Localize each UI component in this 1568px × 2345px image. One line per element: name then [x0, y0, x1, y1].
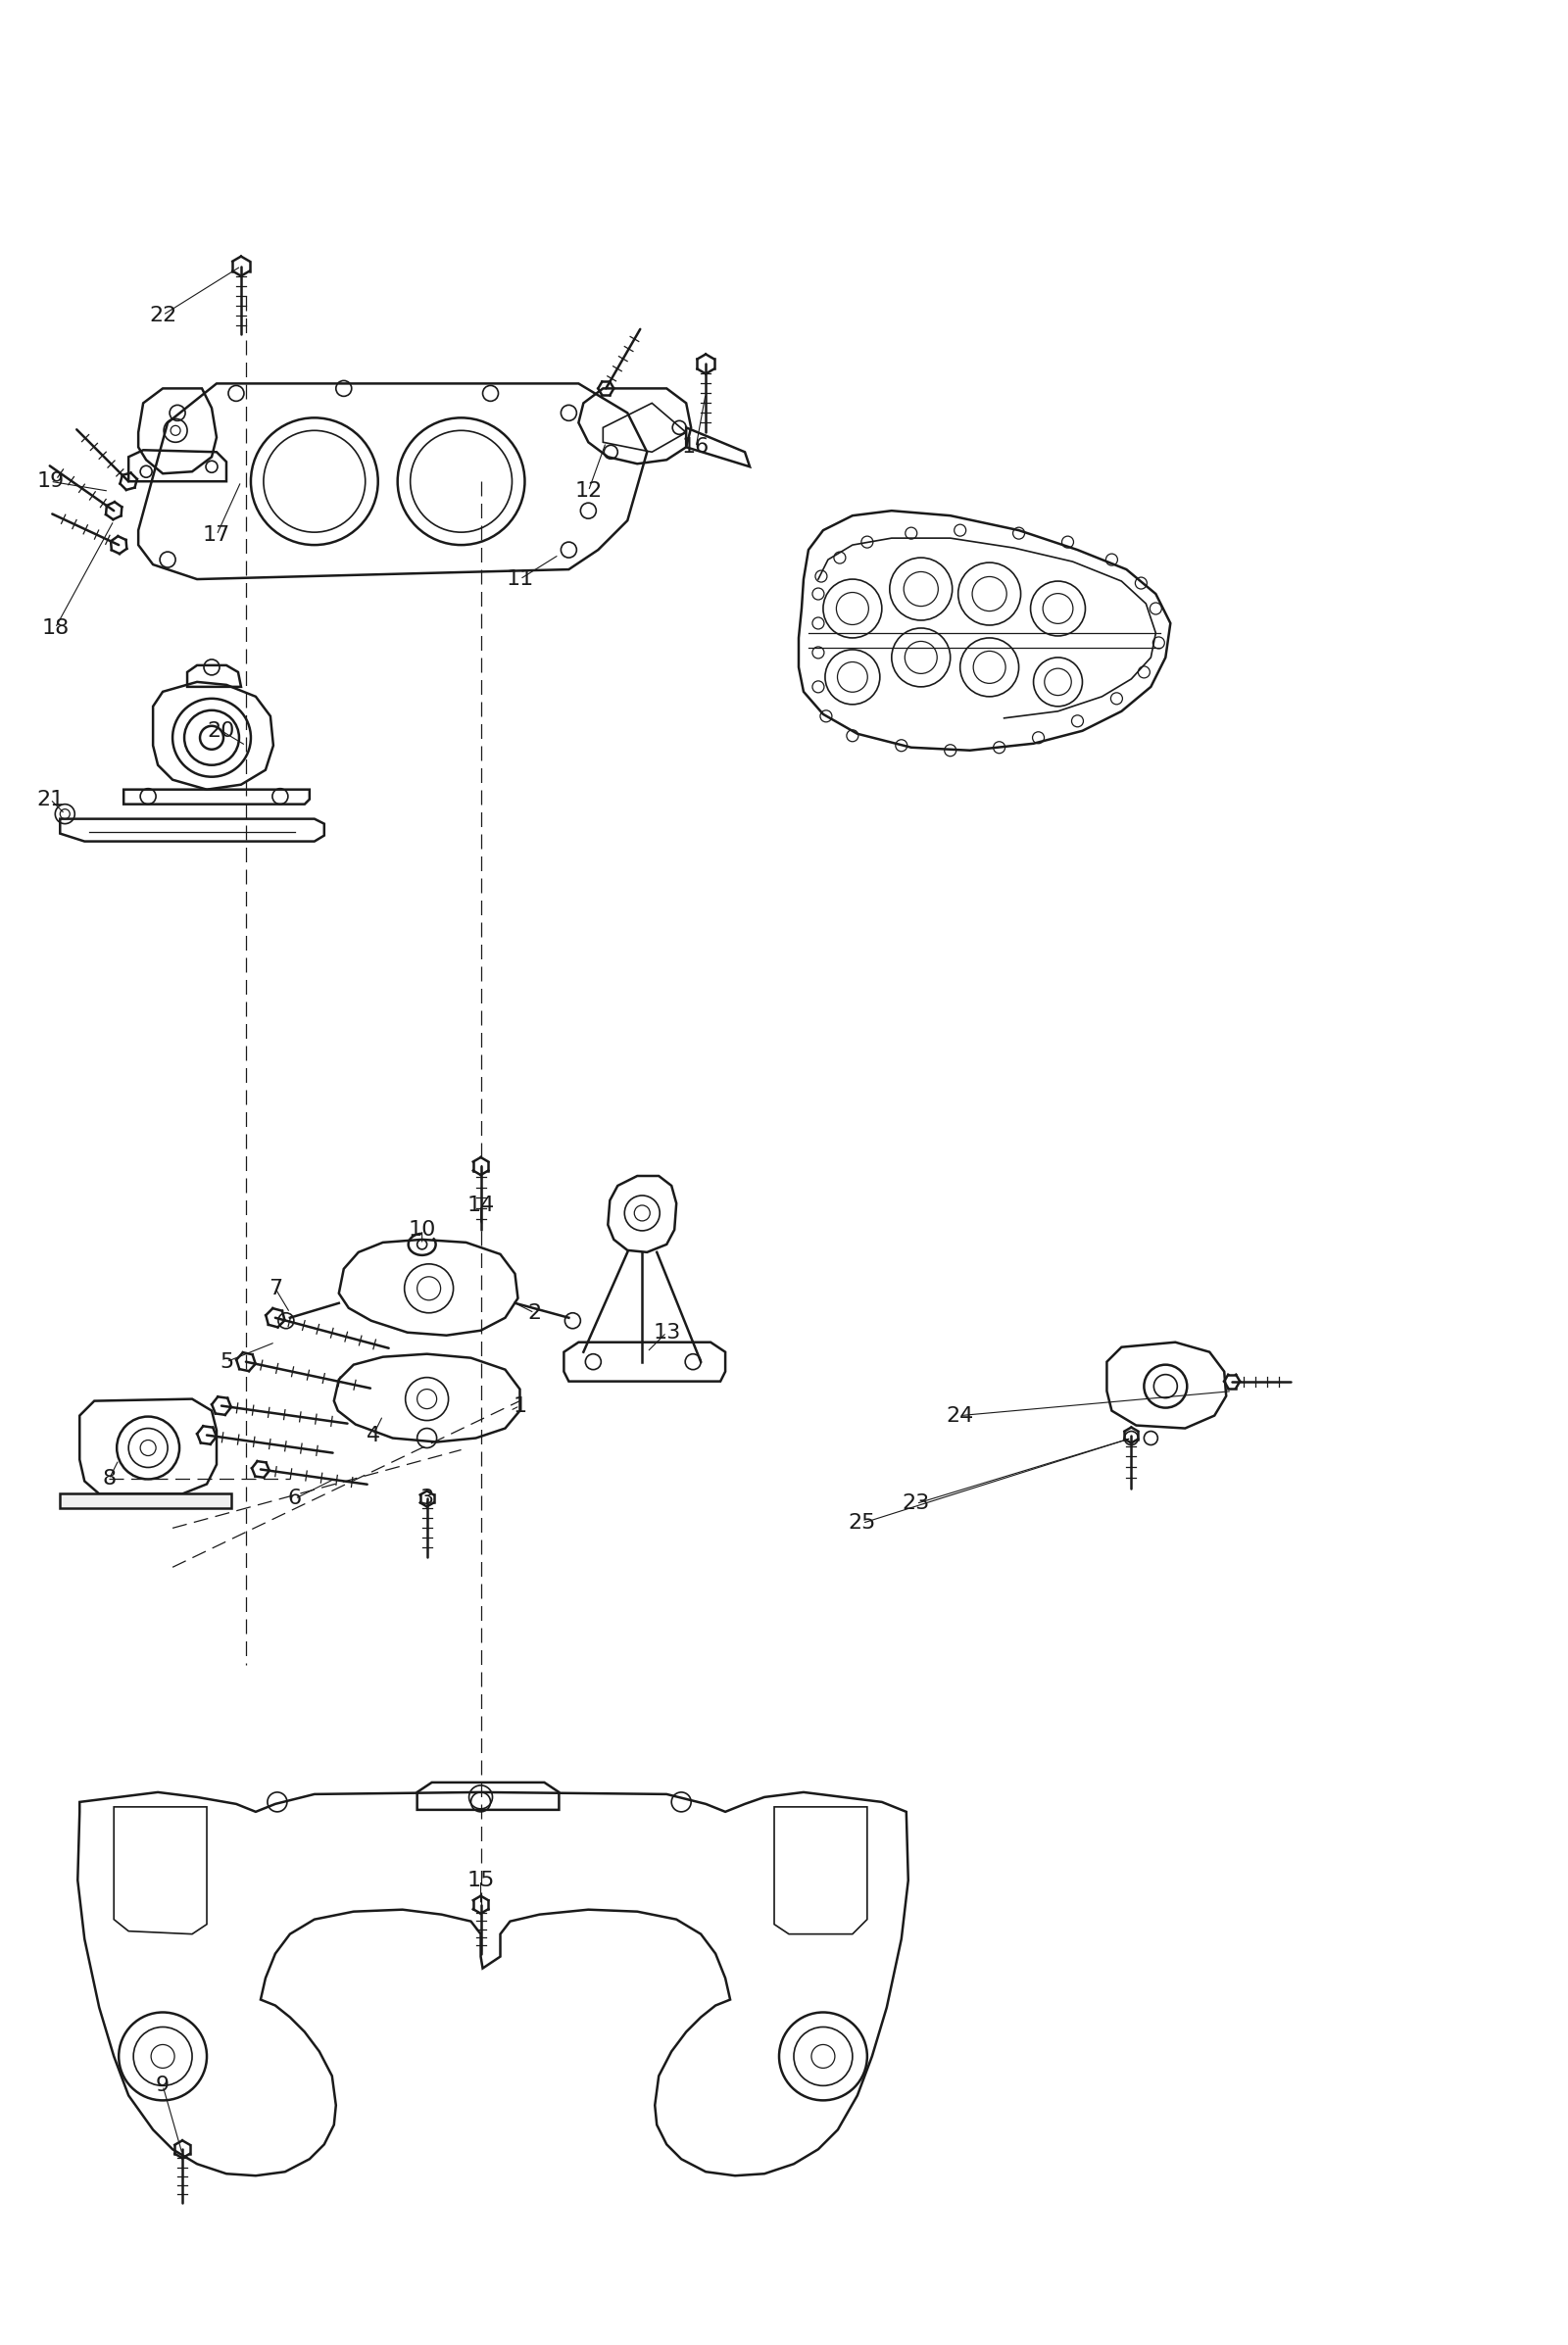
Text: 4: 4 — [367, 1426, 379, 1445]
Text: 2: 2 — [527, 1304, 541, 1323]
Text: 7: 7 — [268, 1278, 282, 1299]
Text: 9: 9 — [155, 2075, 169, 2096]
Polygon shape — [60, 1494, 230, 1508]
Text: 19: 19 — [36, 471, 64, 490]
Text: 13: 13 — [652, 1323, 681, 1341]
Text: 8: 8 — [102, 1470, 116, 1489]
Text: 24: 24 — [946, 1405, 974, 1426]
Text: 12: 12 — [574, 481, 602, 502]
Text: 3: 3 — [420, 1489, 434, 1508]
Text: 20: 20 — [207, 720, 235, 741]
Text: 15: 15 — [467, 1871, 494, 1890]
Text: 18: 18 — [41, 619, 69, 638]
Text: 14: 14 — [467, 1196, 494, 1215]
Text: 5: 5 — [220, 1353, 234, 1372]
Text: 25: 25 — [848, 1513, 877, 1534]
Text: 1: 1 — [513, 1395, 527, 1416]
Text: 16: 16 — [682, 436, 710, 457]
Text: 22: 22 — [149, 305, 177, 326]
Text: 17: 17 — [202, 525, 230, 544]
Text: 11: 11 — [506, 570, 533, 589]
Text: 6: 6 — [289, 1489, 301, 1508]
Text: 10: 10 — [408, 1219, 436, 1241]
Text: 23: 23 — [902, 1494, 930, 1513]
Text: 21: 21 — [36, 790, 64, 809]
